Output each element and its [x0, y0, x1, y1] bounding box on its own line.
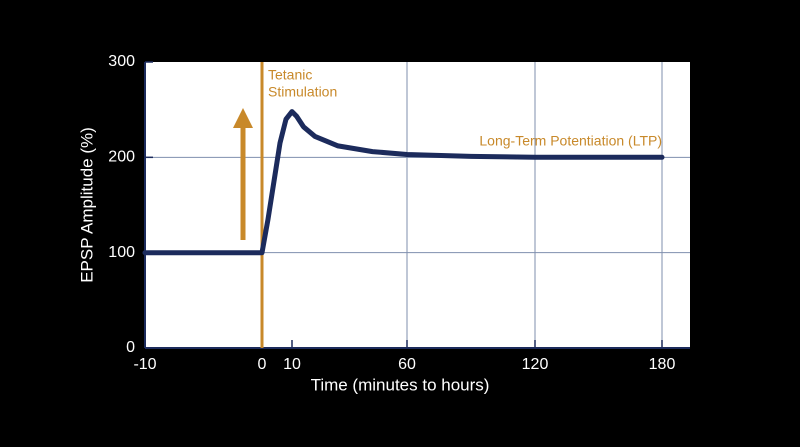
x-tick-label: 0 [258, 356, 267, 373]
y-tick-label: 200 [108, 149, 135, 166]
data-line [142, 109, 665, 256]
stimulation-arrow-head [233, 108, 253, 128]
y-tick-label: 100 [108, 244, 135, 261]
x-tick-label: 120 [522, 356, 549, 373]
y-tick-label: 0 [126, 339, 135, 356]
x-tick-label: 10 [283, 356, 301, 373]
x-tick-label: 180 [649, 356, 676, 373]
annotation: Long-Term Potentiation (LTP) [479, 133, 662, 149]
plot-area [145, 62, 690, 348]
annotation: Stimulation [268, 84, 337, 100]
x-tick-label: -10 [133, 356, 156, 373]
annotation: Tetanic [268, 67, 312, 83]
x-tick-label: 60 [398, 356, 416, 373]
x-axis-label: Time (minutes to hours) [311, 375, 490, 394]
y-axis-label: EPSP Amplitude (%) [77, 127, 96, 283]
y-tick-label: 300 [108, 53, 135, 70]
